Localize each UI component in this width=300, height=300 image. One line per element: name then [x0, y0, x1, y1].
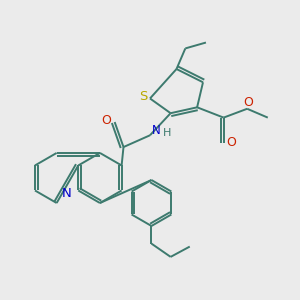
Text: O: O [101, 114, 111, 127]
Text: N: N [62, 187, 72, 200]
Text: O: O [244, 96, 254, 109]
Text: N: N [152, 124, 161, 137]
Text: S: S [139, 91, 148, 103]
Text: O: O [226, 136, 236, 149]
Text: H: H [163, 128, 171, 138]
